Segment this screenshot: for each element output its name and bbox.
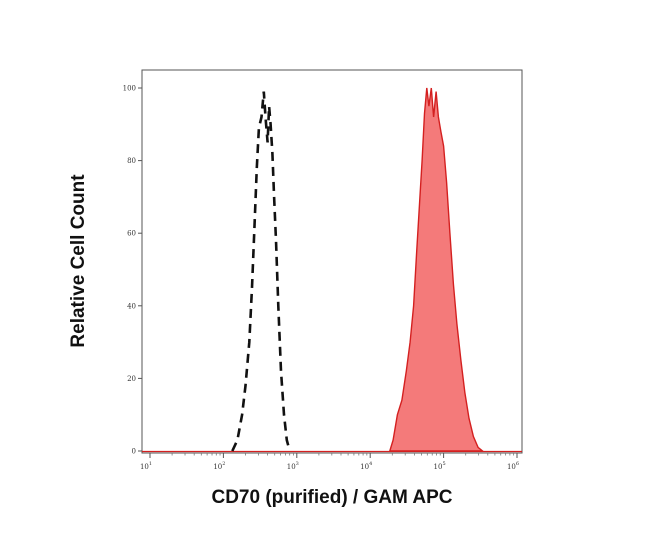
x-axis: 101 102 103 104 105 106 — [140, 453, 519, 471]
series-0-dashed-histogram — [231, 91, 291, 452]
x-tick-label: 104 — [360, 461, 372, 471]
y-axis-title: Relative Cell Count — [68, 174, 89, 348]
y-tick-label: 100 — [123, 85, 136, 93]
x-tick-label: 101 — [140, 461, 152, 471]
x-tick-label: 106 — [507, 461, 519, 471]
y-axis: 0 20 40 60 80 100 — [123, 85, 142, 456]
x-tick-label: 105 — [434, 461, 446, 471]
x-axis-title: CD70 (purified) / GAM APC — [211, 487, 452, 508]
y-tick-label: 60 — [127, 230, 136, 238]
y-tick-label: 80 — [127, 157, 136, 165]
series-1-filled-histogram — [388, 87, 485, 452]
y-tick-label: 20 — [127, 375, 136, 383]
x-tick-label: 103 — [287, 461, 299, 471]
x-tick-label: 102 — [213, 461, 225, 471]
series-layer — [142, 87, 522, 453]
y-tick-label: 40 — [127, 302, 136, 310]
y-tick-label: 0 — [132, 448, 136, 456]
